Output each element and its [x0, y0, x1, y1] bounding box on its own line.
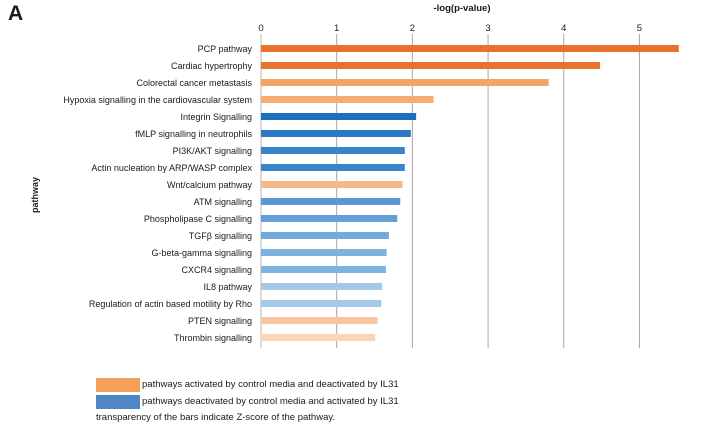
bar	[261, 164, 405, 171]
bar	[261, 45, 679, 52]
category-label: PI3K/AKT signalling	[173, 146, 252, 156]
bar	[261, 249, 387, 256]
category-label: TGFβ signalling	[189, 231, 252, 241]
legend-label-deactivated: pathways deactivated by control media an…	[142, 396, 399, 407]
bar	[261, 130, 411, 137]
category-label: ATM signalling	[194, 197, 252, 207]
bar	[261, 96, 434, 103]
category-label: CXCR4 signalling	[181, 265, 252, 275]
bar	[261, 79, 549, 86]
x-tick-label: 4	[561, 23, 566, 34]
legend-note-text: transparency of the bars indicate Z-scor…	[96, 412, 336, 423]
category-label: Cardiac hypertrophy	[171, 61, 253, 71]
x-tick-labels: 0 1 2 3 4 5	[258, 23, 642, 34]
bar	[261, 317, 378, 324]
category-labels: PCP pathway Cardiac hypertrophy Colorectal…	[63, 44, 252, 343]
bar	[261, 283, 383, 290]
category-label: fMLP signalling in neutrophils	[135, 129, 252, 139]
x-tick-label: 3	[485, 23, 490, 34]
bars	[261, 45, 679, 341]
bar	[261, 147, 405, 154]
category-label: G-beta-gamma signalling	[151, 248, 252, 258]
y-axis-label: pathway	[30, 177, 40, 213]
bar	[261, 198, 401, 205]
bar-chart: 0 1 2 3 4 5 PCP pathway Cardiac hypertrophy Col…	[30, 3, 679, 348]
category-label: Colorectal cancer metastasis	[136, 78, 252, 88]
category-label: Actin nucleation by ARP/WASP complex	[91, 163, 252, 173]
x-axis-label: -log(p-value)	[434, 3, 491, 14]
category-label: Integrin Signalling	[180, 112, 252, 122]
gridlines	[260, 34, 640, 348]
category-label: Regulation of actin based motility by Rh…	[89, 299, 252, 309]
bar	[261, 266, 386, 273]
legend-swatch-activated	[96, 378, 140, 392]
panel-letter: A	[8, 2, 24, 25]
bar	[261, 334, 376, 341]
bar	[261, 232, 389, 239]
bar	[261, 300, 382, 307]
category-label: PTEN signalling	[188, 316, 252, 326]
legend-swatch-deactivated	[96, 395, 140, 409]
bar	[261, 113, 417, 120]
category-label: Wnt/calcium pathway	[167, 180, 253, 190]
bar	[261, 62, 601, 69]
legend-label-activated: pathways activated by control media and …	[142, 379, 399, 390]
bar	[261, 181, 403, 188]
category-label: Phospholipase C signalling	[144, 214, 252, 224]
bar	[261, 215, 398, 222]
x-tick-label: 1	[334, 23, 339, 34]
category-label: Hypoxia signalling in the cardiovascular…	[63, 95, 252, 105]
legend-note: transparency of the bars indicate Z-scor…	[96, 411, 335, 425]
category-label: Thrombin signalling	[174, 333, 252, 343]
category-label: IL8 pathway	[203, 282, 252, 292]
category-label: PCP pathway	[198, 44, 253, 54]
x-tick-label: 2	[410, 23, 415, 34]
x-tick-label: 5	[637, 23, 642, 34]
x-tick-label: 0	[258, 23, 263, 34]
